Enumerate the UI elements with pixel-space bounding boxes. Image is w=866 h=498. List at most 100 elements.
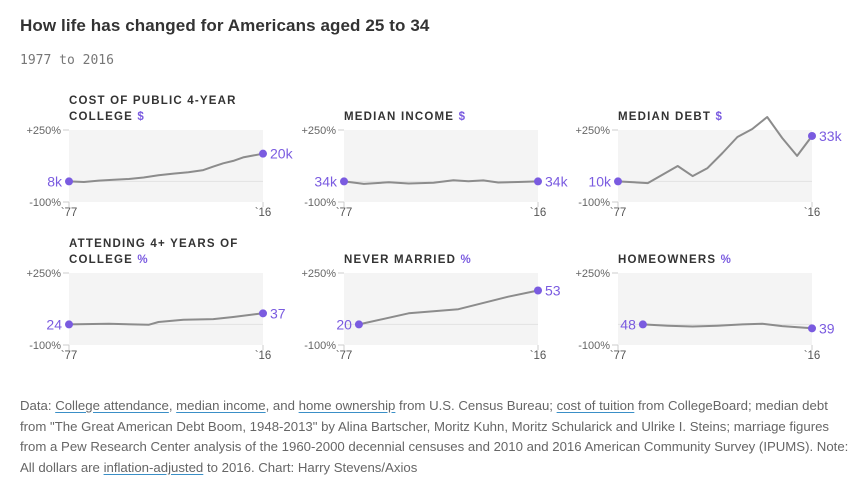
line-chart: +250% -100%`77 `16 8k 20k [26, 125, 294, 219]
footer-text: , and [265, 398, 299, 413]
end-value-label: 20k [270, 146, 294, 162]
link-home-ownership[interactable]: home ownership [298, 398, 396, 413]
panel-title-text: HOMEOWNERS [618, 254, 717, 266]
y-tick-label-top: +250% [301, 125, 336, 137]
end-point [534, 286, 542, 295]
x-tick-label-end: `16 [804, 350, 821, 362]
start-value-label: 10k [588, 173, 612, 189]
start-point [65, 320, 73, 329]
unit-label: % [460, 254, 472, 266]
y-tick-label-top: +250% [26, 268, 61, 280]
panel-median-income: +250% -100% `77 `16 34k 34k MEDIAN INCOME $ [295, 93, 575, 233]
x-tick-label-start: `77 [610, 350, 627, 362]
start-value-label: 8k [47, 173, 63, 189]
y-tick-label-top: +250% [575, 268, 610, 280]
plot-area [344, 273, 538, 345]
start-value-label: 24 [46, 316, 62, 332]
end-point [808, 131, 816, 140]
line-chart: +250% -100%`77 `16 20 53 [301, 268, 561, 362]
plot-area [344, 130, 538, 202]
end-value-label: 37 [270, 305, 286, 321]
start-point [354, 320, 363, 329]
series-line [68, 312, 264, 326]
y-tick-label-bottom: -100% [578, 197, 610, 209]
series-line [617, 116, 813, 185]
link-cost-of-tuition[interactable]: cost of tuition [556, 398, 635, 413]
start-value-label: 34k [314, 173, 338, 189]
panel-college-cost: +250% -100% `77 `16 8k 20k COST OF PUBLIC 4-YE… [20, 93, 300, 233]
unit-label: $ [715, 111, 724, 123]
start-value-label: 48 [620, 316, 636, 332]
series-line [68, 152, 264, 183]
panel-median-debt: +250% -100% `77 `16 10k 33k MEDIAN DEBT $ [569, 93, 849, 233]
plot-area [618, 130, 812, 202]
panel-never-married: +250% -100% `77 `16 20 53 NEVER MARRIED % [295, 236, 575, 376]
start-point [65, 177, 73, 186]
panel-title-text: MEDIAN DEBT [618, 111, 712, 123]
panel-title: HOMEOWNERS % [618, 252, 808, 268]
x-tick-label-start: `77 [610, 207, 627, 219]
end-point [534, 177, 542, 186]
footer-text: Data: [20, 398, 56, 413]
start-point [614, 177, 622, 186]
footer-text: from CollegeBoard; median debt from "The… [20, 398, 849, 475]
chart-subtitle: 1977 to 2016 [20, 53, 114, 68]
x-tick-label-end: `16 [255, 350, 272, 362]
line-chart: +250% -100%`77 `16 34k 34k [301, 125, 569, 219]
line-chart: +250% -100%`77 `16 10k 33k [575, 116, 843, 219]
plot-area [69, 130, 263, 202]
end-point [259, 149, 267, 158]
panel-title: MEDIAN INCOME $ [344, 109, 534, 125]
panel-homeowners: +250% -100% `77 `16 48 39 HOMEOWNERS % [569, 236, 849, 376]
x-tick-label-start: `77 [336, 350, 353, 362]
panel-title-text: ATTENDING 4+ YEARS OF COLLEGE [69, 238, 239, 266]
end-value-label: 53 [545, 282, 561, 298]
panel-title: NEVER MARRIED % [344, 252, 534, 268]
plot-area [618, 273, 812, 345]
source-note: Data: College attendance, median income,… [20, 396, 850, 478]
y-tick-label-bottom: -100% [304, 197, 336, 209]
plot-area [69, 273, 263, 345]
link-college-attendance[interactable]: College attendance [55, 398, 169, 413]
y-tick-label-top: +250% [575, 125, 610, 137]
end-value-label: 33k [819, 128, 843, 144]
panel-attending-college: +250% -100% `77 `16 24 37 ATTENDING 4+ YEARS O… [20, 236, 300, 376]
x-tick-label-start: `77 [336, 207, 353, 219]
chart-title: How life has changed for Americans aged … [20, 16, 430, 35]
panel-title: ATTENDING 4+ YEARS OF COLLEGE % [69, 236, 259, 268]
panel-title-text: MEDIAN INCOME [344, 111, 455, 123]
y-tick-label-top: +250% [26, 125, 61, 137]
line-chart: +250% -100%`77 `16 48 39 [575, 268, 835, 362]
x-tick-label-start: `77 [61, 207, 78, 219]
footer-text: , [168, 398, 177, 413]
link-median-income[interactable]: median income [176, 398, 266, 413]
end-value-label: 39 [819, 320, 835, 336]
y-tick-label-bottom: -100% [29, 340, 61, 352]
x-tick-label-end: `16 [530, 350, 547, 362]
unit-label: % [720, 254, 733, 266]
footer-text: from U.S. Census Bureau; [395, 398, 557, 413]
series-line [641, 322, 813, 330]
x-tick-label-end: `16 [530, 207, 547, 219]
x-tick-label-end: `16 [804, 207, 821, 219]
start-point [340, 177, 348, 186]
panel-title: MEDIAN DEBT $ [618, 109, 808, 125]
y-tick-label-bottom: -100% [29, 197, 61, 209]
unit-label: % [137, 254, 149, 266]
panel-title: COST OF PUBLIC 4-YEAR COLLEGE $ [69, 93, 259, 125]
y-tick-label-top: +250% [301, 268, 336, 280]
x-tick-label-end: `16 [255, 207, 272, 219]
series-line [357, 289, 539, 326]
end-value-label: 34k [545, 173, 569, 189]
start-value-label: 20 [336, 316, 352, 332]
series-line [343, 179, 539, 185]
panel-title-text: COST OF PUBLIC 4-YEAR COLLEGE [69, 95, 237, 123]
end-point [259, 309, 267, 318]
unit-label: $ [137, 111, 146, 123]
x-tick-label-start: `77 [61, 350, 78, 362]
unit-label: $ [458, 111, 467, 123]
panel-title-text: NEVER MARRIED [344, 254, 457, 266]
link-inflation-adjusted[interactable]: inflation-adjusted [103, 459, 204, 475]
y-tick-label-bottom: -100% [304, 340, 336, 352]
line-chart: +250% -100%`77 `16 24 37 [26, 268, 286, 362]
